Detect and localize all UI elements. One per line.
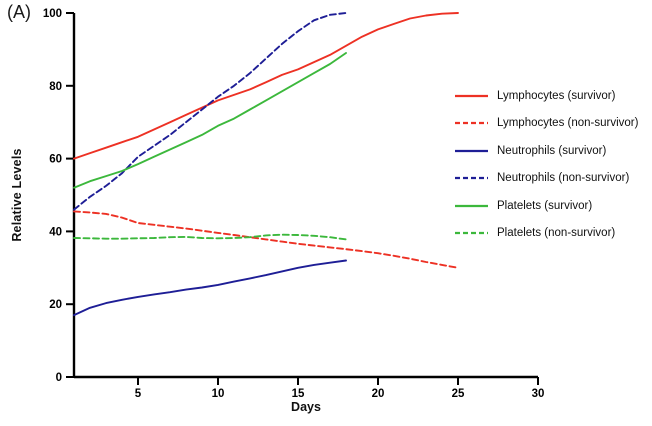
legend-line-swatch <box>455 204 488 207</box>
legend-line-swatch <box>455 177 488 180</box>
legend-label: Platelets (non-survivor) <box>497 227 616 240</box>
svg-text:25: 25 <box>452 388 465 400</box>
legend-item: Platelets (non-survivor) <box>455 220 638 248</box>
legend-item: Lymphocytes (survivor) <box>455 82 638 110</box>
legend-line-swatch <box>455 122 488 125</box>
legend-item: Platelets (survivor) <box>455 192 638 220</box>
svg-text:20: 20 <box>49 299 62 311</box>
svg-text:0: 0 <box>56 372 62 384</box>
svg-text:10: 10 <box>212 388 225 400</box>
legend-line-swatch <box>455 149 488 152</box>
legend-label: Lymphocytes (survivor) <box>497 89 616 102</box>
legend-label: Neutrophils (survivor) <box>497 144 607 157</box>
svg-text:80: 80 <box>49 81 62 93</box>
legend-line-swatch <box>455 232 488 235</box>
legend-line-swatch <box>455 94 488 97</box>
legend-item: Neutrophils (survivor) <box>455 137 638 165</box>
svg-text:100: 100 <box>43 8 62 20</box>
legend-label: Lymphocytes (non-survivor) <box>497 117 639 130</box>
legend-item: Neutrophils (non-survivor) <box>455 165 638 193</box>
svg-text:40: 40 <box>49 226 62 238</box>
svg-text:5: 5 <box>135 388 142 400</box>
y-axis-title: Relative Levels <box>10 148 24 242</box>
legend: Lymphocytes (survivor) Lymphocytes (non-… <box>455 82 638 247</box>
legend-item: Lymphocytes (non-survivor) <box>455 110 638 138</box>
x-axis-title: Days <box>291 400 321 414</box>
svg-text:30: 30 <box>532 388 545 400</box>
panel-label: (A) <box>7 2 31 22</box>
legend-label: Neutrophils (non-survivor) <box>497 172 630 185</box>
svg-text:20: 20 <box>372 388 385 400</box>
svg-text:15: 15 <box>292 388 305 400</box>
legend-label: Platelets (survivor) <box>497 199 593 212</box>
svg-text:60: 60 <box>49 154 62 166</box>
